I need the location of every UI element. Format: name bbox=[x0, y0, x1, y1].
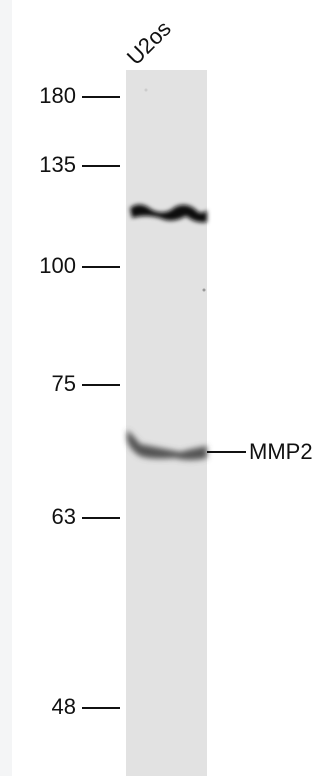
marker-ladder: 180 135 100 75 63 48 bbox=[39, 83, 120, 719]
speck bbox=[145, 89, 148, 92]
marker-label: 48 bbox=[52, 694, 76, 719]
left-margin bbox=[0, 0, 12, 776]
speck bbox=[203, 289, 206, 292]
marker-label: 180 bbox=[39, 83, 76, 108]
marker-label: 135 bbox=[39, 152, 76, 177]
marker-label: 63 bbox=[52, 504, 76, 529]
marker-label: 75 bbox=[52, 371, 76, 396]
lane bbox=[126, 70, 207, 776]
lane-label: U2os bbox=[122, 16, 176, 70]
marker-label: 100 bbox=[39, 253, 76, 278]
band-label: MMP2 bbox=[249, 439, 313, 464]
blot-figure: U2os 180 135 100 75 63 48 MMP2 bbox=[0, 0, 336, 776]
